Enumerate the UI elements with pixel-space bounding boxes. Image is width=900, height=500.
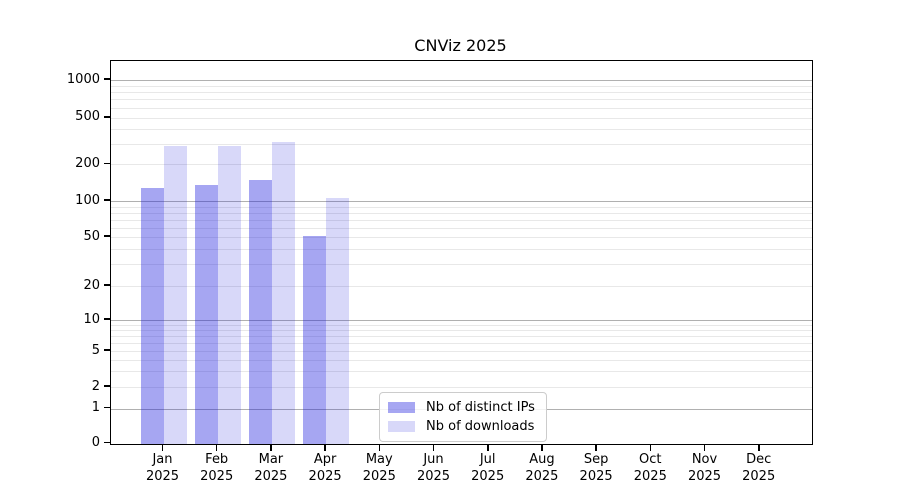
minor-gridline [111, 371, 812, 373]
y-tick-mark [104, 318, 110, 320]
minor-gridline [111, 107, 812, 109]
y-tick-label-500: 500 [75, 109, 100, 125]
bar-downloads-jan [163, 145, 187, 444]
x-tick-mark [432, 445, 435, 451]
bar-downloads-mar [271, 141, 295, 444]
x-tick-label-apr: Apr 2025 [308, 452, 342, 484]
y-tick-mark [104, 235, 110, 237]
y-tick-label-2: 2 [91, 378, 100, 394]
x-tick-mark [324, 445, 326, 451]
minor-gridline [111, 387, 812, 388]
x-tick-label-jun: Jun 2025 [416, 452, 451, 484]
minor-gridline [111, 99, 812, 101]
minor-gridline [111, 286, 812, 287]
minor-gridline [111, 237, 812, 238]
minor-gridline [111, 324, 812, 326]
x-tick-label-nov: Nov 2025 [687, 452, 722, 484]
y-tick-label-50: 50 [83, 228, 100, 244]
minor-gridline [111, 129, 812, 130]
bar-downloads-apr [326, 198, 350, 444]
x-tick-label-may: May 2025 [362, 452, 396, 484]
x-tick-label-mar: Mar 2025 [254, 452, 288, 484]
y-tick-label-20: 20 [83, 277, 100, 293]
y-tick-label-1000: 1000 [66, 71, 100, 87]
x-tick-label-dec: Dec 2025 [742, 452, 776, 484]
chart-title: CNViz 2025 [414, 36, 507, 55]
x-tick-label-jan: Jan 2025 [145, 452, 180, 484]
major-gridline [111, 320, 812, 321]
y-tick-label-5: 5 [91, 342, 100, 358]
bar-distinct-ips-mar [248, 179, 272, 444]
major-gridline [111, 80, 812, 81]
minor-gridline [111, 359, 812, 361]
x-tick-mark [215, 445, 218, 451]
y-tick-label-200: 200 [75, 155, 100, 171]
y-tick-mark [104, 349, 110, 351]
x-tick-mark [270, 445, 272, 451]
x-tick-label-feb: Feb 2025 [200, 452, 234, 484]
bar-downloads-feb [217, 145, 241, 444]
minor-gridline [111, 336, 812, 337]
x-tick-mark [487, 445, 489, 451]
x-tick-label-oct: Oct 2025 [633, 452, 667, 484]
x-tick-mark [161, 445, 164, 451]
x-tick-label-aug: Aug 2025 [525, 452, 559, 484]
x-tick-label-jul: Jul 2025 [471, 452, 505, 484]
legend-label: Nb of downloads [426, 419, 535, 434]
x-tick-mark [378, 445, 381, 451]
minor-gridline [111, 117, 812, 119]
y-tick-label-0: 0 [91, 435, 100, 451]
legend-swatch-icon [388, 402, 415, 413]
y-tick-mark [104, 406, 110, 409]
major-gridline [111, 201, 812, 202]
minor-gridline [111, 85, 812, 87]
legend-entry-downloads: Nb of downloads [388, 417, 538, 436]
y-tick-mark [104, 162, 110, 165]
bar-distinct-ips-apr [303, 236, 327, 444]
y-tick-mark [104, 116, 110, 118]
minor-gridline [111, 227, 812, 229]
y-tick-mark [104, 199, 110, 201]
y-tick-mark [104, 284, 110, 286]
legend-entry-distinct-ips: Nb of distinct IPs [388, 398, 538, 417]
minor-gridline [111, 248, 812, 250]
x-tick-mark [758, 445, 760, 451]
x-tick-label-sep: Sep 2025 [579, 452, 613, 484]
x-tick-mark [541, 445, 543, 451]
legend-swatch-icon [388, 421, 415, 432]
minor-gridline [111, 92, 812, 94]
y-tick-label-1: 1 [91, 400, 100, 416]
x-tick-mark [703, 445, 706, 451]
minor-gridline [111, 212, 812, 214]
minor-gridline [111, 264, 812, 266]
minor-gridline [111, 143, 812, 145]
legend: Nb of distinct IPs Nb of downloads [379, 392, 547, 442]
bar-distinct-ips-feb [194, 185, 218, 444]
legend-rows: Nb of distinct IPs Nb of downloads [388, 398, 538, 436]
minor-gridline [111, 330, 812, 331]
minor-gridline [111, 351, 812, 352]
y-tick-mark [104, 441, 110, 444]
minor-gridline [111, 219, 812, 221]
legend-label: Nb of distinct IPs [426, 400, 535, 415]
y-tick-label-100: 100 [75, 192, 100, 208]
x-tick-mark [649, 445, 651, 451]
y-tick-label-10: 10 [83, 311, 100, 327]
bar-distinct-ips-jan [140, 187, 164, 444]
plot-area [110, 60, 813, 445]
y-tick-mark [104, 78, 110, 80]
minor-gridline [111, 164, 812, 166]
x-tick-mark [595, 445, 597, 451]
minor-gridline [111, 342, 812, 344]
y-tick-mark [104, 385, 110, 387]
minor-gridline [111, 206, 812, 208]
